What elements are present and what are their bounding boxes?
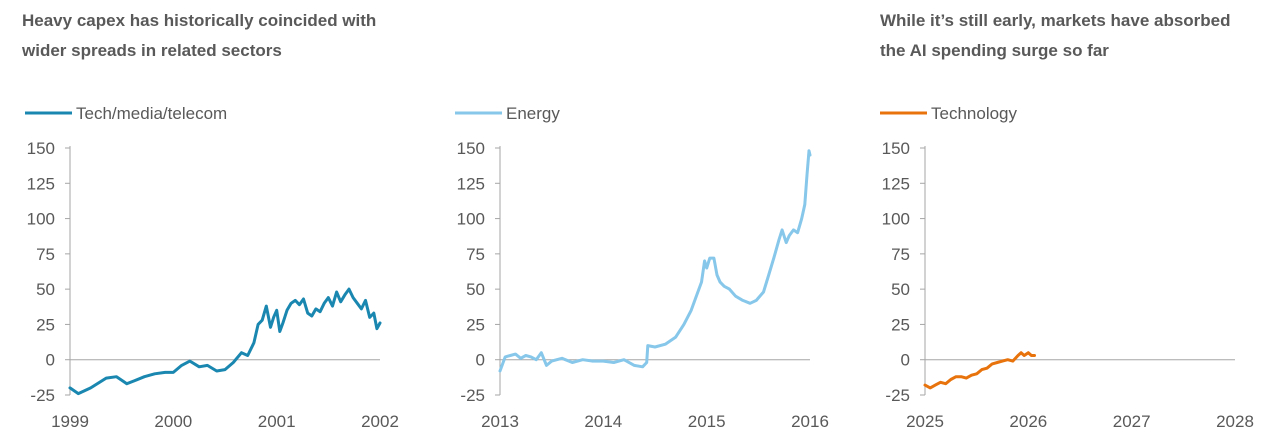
technology-y-tick-label: 125 (882, 174, 910, 193)
technology-y-tick-label: 50 (891, 280, 910, 299)
technology-y-tick-label: 150 (882, 139, 910, 158)
technology-x-tick-label: 2027 (1113, 412, 1151, 431)
energy-y-tick-label: -25 (460, 386, 485, 405)
energy-legend-label: Energy (506, 104, 560, 123)
technology-x-tick-label: 2025 (906, 412, 944, 431)
chart-energy: Energy 150 125 100 75 50 25 0 -25 2013 2014 2015 201… (455, 104, 829, 431)
tmt-legend-label: Tech/media/telecom (76, 104, 227, 123)
tmt-x-tick-label: 1999 (51, 412, 89, 431)
headline-left: Heavy capex has historically coincided w… (22, 6, 442, 66)
chart-technology: Technology 150 125 100 75 50 25 0 -25 2025 2026 202… (880, 104, 1254, 431)
energy-x-tick-label: 2015 (688, 412, 726, 431)
headline-right: While it’s still early, markets have abs… (880, 6, 1270, 66)
energy-x-tick-label: 2014 (584, 412, 622, 431)
technology-x-tick-label: 2026 (1009, 412, 1047, 431)
technology-y-tick-label: 25 (891, 315, 910, 334)
technology-series-line (923, 351, 1036, 390)
energy-y-tick-label: 150 (457, 139, 485, 158)
energy-y-tick-label: 25 (466, 315, 485, 334)
technology-legend-label: Technology (931, 104, 1018, 123)
tmt-y-tick-label: -25 (30, 386, 55, 405)
tmt-y-tick-label: 125 (27, 174, 55, 193)
headline-right-line2: the AI spending surge so far (880, 41, 1109, 60)
headline-right-line1: While it’s still early, markets have abs… (880, 11, 1231, 30)
technology-y-tick-label: -25 (885, 386, 910, 405)
tmt-x-tick-label: 2002 (361, 412, 399, 431)
chart-tmt: Tech/media/telecom 150 125 100 75 50 25 0 -25 199… (25, 104, 399, 431)
energy-y-tick-label: 50 (466, 280, 485, 299)
tmt-y-tick-label: 75 (36, 245, 55, 264)
technology-x-tick-label: 2028 (1216, 412, 1254, 431)
headline-left-line2: wider spreads in related sectors (22, 41, 282, 60)
energy-y-tick-label: 0 (476, 351, 485, 370)
tmt-series-line (68, 287, 382, 396)
energy-y-tick-label: 100 (457, 210, 485, 229)
tmt-y-tick-label: 0 (46, 351, 55, 370)
tmt-y-tick-label: 150 (27, 139, 55, 158)
energy-y-tick-label: 125 (457, 174, 485, 193)
energy-x-tick-label: 2013 (481, 412, 519, 431)
energy-x-tick-label: 2016 (791, 412, 829, 431)
energy-y-tick-label: 75 (466, 245, 485, 264)
technology-y-tick-label: 100 (882, 210, 910, 229)
technology-y-tick-label: 0 (901, 351, 910, 370)
tmt-x-tick-label: 2000 (154, 412, 192, 431)
tmt-y-tick-label: 50 (36, 280, 55, 299)
tmt-y-tick-label: 25 (36, 315, 55, 334)
energy-series-line (498, 149, 812, 373)
tmt-y-tick-label: 100 (27, 210, 55, 229)
headline-left-line1: Heavy capex has historically coincided w… (22, 11, 377, 30)
technology-y-tick-label: 75 (891, 245, 910, 264)
tmt-x-tick-label: 2001 (258, 412, 296, 431)
